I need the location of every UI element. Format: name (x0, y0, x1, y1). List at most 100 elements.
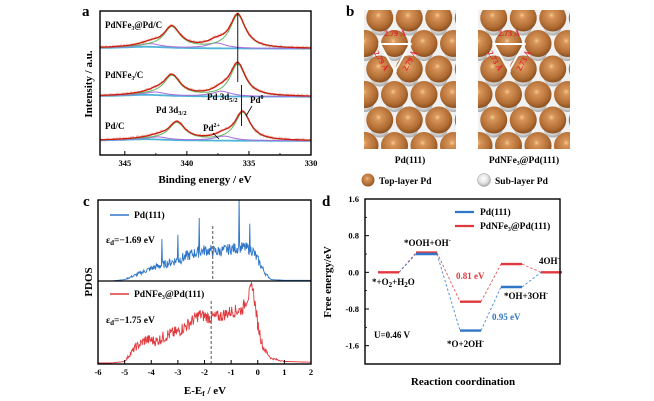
top-layer-atom (364, 132, 379, 149)
caption-pdnfe3-pd111: PdNFe₃@Pd(111) (489, 155, 559, 166)
sub-layer-atom (445, 0, 463, 10)
free-energy-y-axis-title: Free energy/eV (322, 246, 334, 318)
top-layer-atom (554, 81, 570, 108)
xps-series-label-pdnfe3-pd-c: PdNFe₃@Pd/C (105, 20, 162, 30)
xps-x-tick-label: 330 (305, 158, 318, 168)
legend-label-pdnfe3-c: PdNFe₃@Pd(111) (134, 289, 204, 300)
legend-label-pdnfe3-d: PdNFe₃@Pd(111) (480, 221, 550, 232)
top-layer-atom (495, 0, 522, 6)
top-layer-atom (410, 81, 438, 108)
top-layer-atom (425, 106, 453, 134)
top-layer-atom (568, 63, 570, 75)
top-layer-atom (395, 10, 423, 32)
pdos-x-axis-title: E-Ef / eV (184, 385, 226, 398)
pdos-curves (98, 200, 311, 364)
step3-sup: - (546, 290, 548, 297)
pdos-plot-frame (97, 199, 312, 365)
pdos-x-tick-label: -6 (94, 367, 101, 377)
sub-layer-atom (588, 145, 606, 163)
free-energy-y-tick-label: -0.8 (346, 304, 359, 314)
xps-pd2-component-line (100, 42, 311, 50)
svg-text:Pd 3d5/2: Pd 3d5/2 (207, 92, 238, 104)
pdos-x-tick-label: -5 (121, 367, 128, 377)
d-band-value-pdnfe3: =−1.75 eV (114, 316, 155, 326)
top-layer-atom (598, 5, 625, 32)
top-layer-atom (480, 106, 508, 134)
top-layer-atom (364, 30, 379, 57)
caption-pd111: Pd(111) (395, 155, 426, 166)
svg-text:Pd0: Pd0 (250, 95, 264, 105)
xps-fit-envelope-line (100, 13, 311, 49)
free-energy-y-tick-label: 0.0 (348, 267, 359, 277)
pd2-arrow (212, 132, 220, 140)
panel-label-b: b (346, 4, 354, 20)
sub-layer-atom (618, 94, 636, 112)
panel-label-c: c (83, 194, 90, 210)
top-layer-atom (495, 81, 522, 108)
bond-triangle (492, 43, 526, 74)
top-layer-atom (454, 63, 456, 75)
sub-layer-atom (341, 18, 359, 36)
xps-x-axis-title: Binding energy / eV (158, 174, 251, 186)
top-layer-atom (440, 183, 467, 210)
top-layer-atom (554, 30, 570, 57)
sub-layer-atom (455, 120, 473, 138)
free-energy-connector (521, 271, 542, 288)
legend-sub-layer-atom-icon (477, 173, 491, 187)
top-layer-atom (478, 30, 493, 57)
step-label-oh: *OH+3OH- (504, 290, 548, 301)
bond-triangle (378, 43, 412, 74)
top-layer-atom (381, 81, 408, 108)
top-layer-atom (451, 158, 478, 185)
sub-layer-atom (559, 196, 577, 214)
sub-layer-atom (588, 94, 606, 112)
barrier-label-pd111: 0.95 eV (492, 312, 521, 322)
sub-layer-atom (341, 69, 359, 87)
d-band-value-pd111: =−1.69 eV (114, 236, 155, 246)
xps-y-axis-title: Intensity / a.u. (83, 50, 95, 117)
pd3d52-text: Pd 3d (207, 92, 229, 102)
panel-label-a: a (82, 4, 90, 20)
pd0-arrow (245, 105, 253, 117)
step0-end: O (408, 277, 415, 287)
svg-text:Pd2+: Pd2+ (203, 123, 221, 133)
legend-label-pd111-c: Pd(111) (134, 210, 165, 221)
sub-layer-atom (470, 0, 488, 10)
top-layer-atom (440, 81, 456, 108)
svg-text:Pd 3d3/2: Pd 3d3/2 (156, 105, 187, 117)
top-layer-atom (322, 30, 349, 57)
xps-series-label-pdnfe3-c: PdNFe₃/C (105, 70, 143, 80)
step3-main: *OH+3OH (504, 291, 546, 301)
sub-layer-atom (455, 171, 473, 189)
pdos-line (98, 281, 311, 364)
sub-layer-atom (455, 69, 473, 87)
xps-annotation-pd3d32: Pd 3d3/2 (156, 105, 187, 117)
top-layer-atom (478, 81, 493, 108)
top-layer-atom (525, 183, 552, 210)
bond-vertex (522, 42, 526, 46)
top-layer-atom (524, 30, 552, 57)
sub-layer-atom (356, 0, 374, 10)
top-layer-atom (322, 132, 349, 159)
surface-model-pd111: 2.79 Å2.79 Å 2.79 Å (322, 0, 467, 210)
pdos-x-tick-label: -3 (174, 367, 181, 377)
step-label-o: *O+2OH- (447, 338, 484, 349)
top-layer-atom (525, 0, 552, 6)
sub-layer-atom (386, 0, 404, 10)
pd3d52-sub: 5/2 (229, 97, 237, 104)
top-layer-atom (509, 106, 537, 134)
pd2-sup: 2+ (214, 123, 221, 129)
free-energy-connector (398, 253, 417, 273)
sub-layer-atom (603, 120, 621, 138)
bond-vertex (492, 42, 496, 46)
top-layer-atom (554, 0, 581, 6)
free-energy-marks (378, 251, 562, 332)
top-layer-atom (495, 183, 522, 210)
top-layer-atom (352, 0, 379, 6)
pd3d32-text: Pd 3d (156, 105, 178, 115)
top-layer-atom (366, 55, 394, 83)
top-layer-atom (480, 10, 508, 32)
sub-layer-atom (573, 69, 591, 87)
sub-layer-atom (415, 0, 433, 10)
